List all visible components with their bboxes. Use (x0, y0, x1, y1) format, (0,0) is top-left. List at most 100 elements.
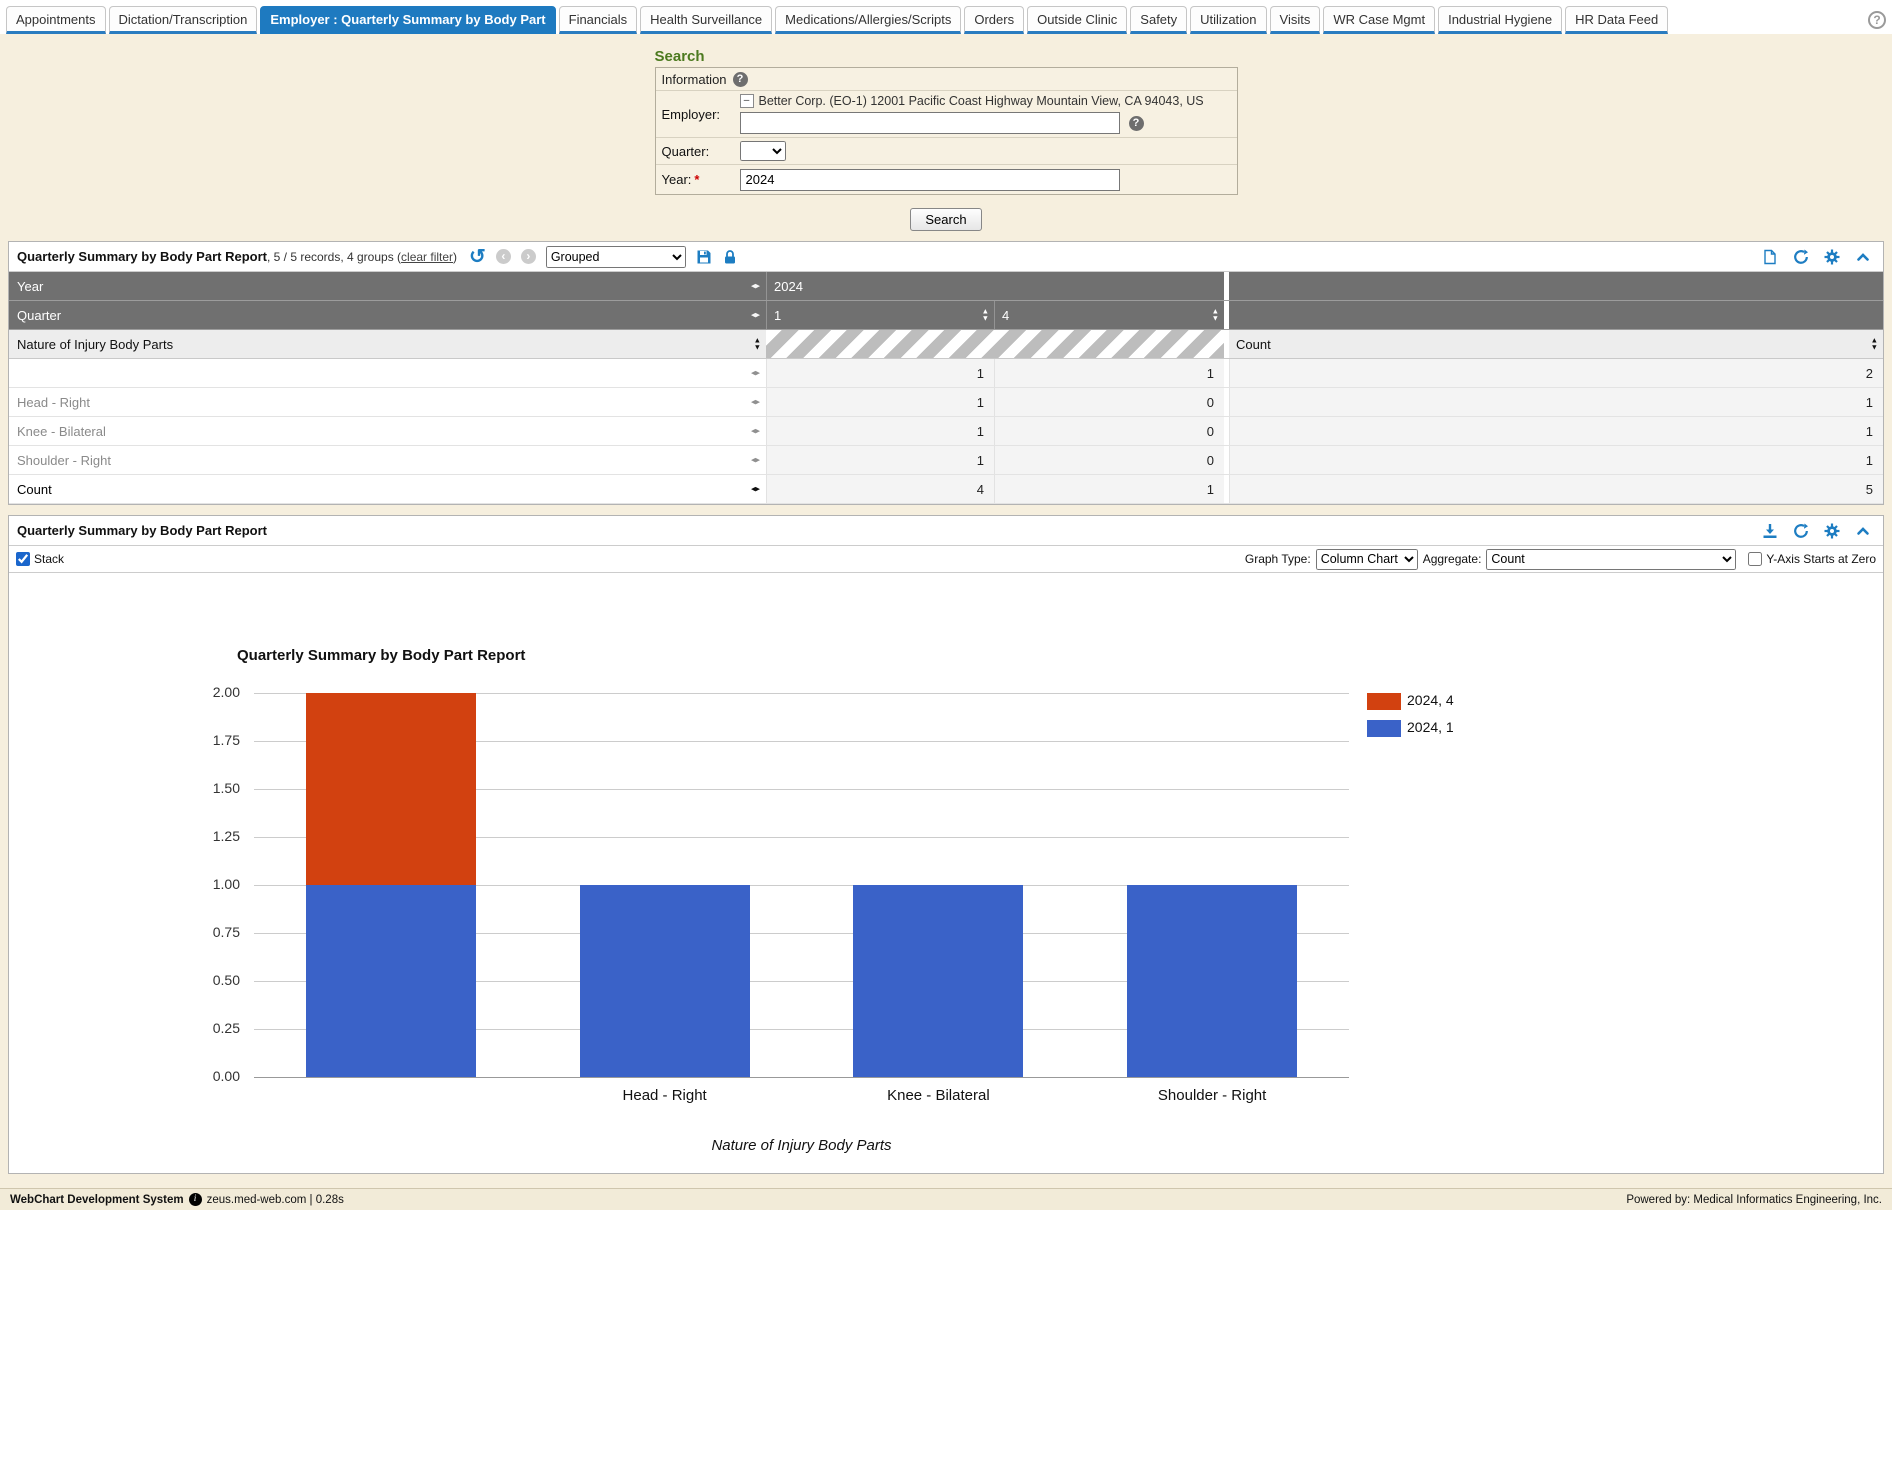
table-row-year: Year ◂▸ 2024 (9, 272, 1883, 301)
table-row[interactable]: Knee - Bilateral ◂▸ 1 0 1 (9, 417, 1883, 446)
total-label: Count (17, 482, 52, 497)
resize-handle-icon[interactable]: ◂▸ (751, 484, 760, 495)
tab-orders[interactable]: Orders (964, 6, 1024, 34)
tab-utilization[interactable]: Utilization (1190, 6, 1266, 34)
collapse-panel-icon[interactable] (1855, 523, 1871, 539)
table-row[interactable]: Head - Right ◂▸ 1 0 1 (9, 388, 1883, 417)
sort-icon[interactable]: ▲▼ (754, 338, 761, 351)
settings-gear-icon[interactable] (1824, 523, 1840, 539)
tab-visits[interactable]: Visits (1270, 6, 1321, 34)
tab-industrial-hygiene[interactable]: Industrial Hygiene (1438, 6, 1562, 34)
history-forward-icon: › (521, 249, 536, 264)
year-empty-cell (1229, 272, 1883, 300)
q1-value-cell: 1 (766, 359, 994, 387)
aggregate-label: Aggregate: (1423, 552, 1482, 566)
quarter-1-cell[interactable]: 1 ▲▼ (766, 301, 994, 329)
body-part-label: Head - Right (17, 395, 90, 410)
chart-bar (1127, 885, 1297, 1077)
q4-total-cell: 1 (994, 475, 1224, 503)
tab-outside-clinic[interactable]: Outside Clinic (1027, 6, 1127, 34)
refresh-icon[interactable] (1793, 523, 1809, 539)
resize-handle-icon[interactable]: ◂▸ (751, 368, 760, 379)
y-tick-label: 1.00 (178, 876, 240, 892)
tab-health-surveillance[interactable]: Health Surveillance (640, 6, 772, 34)
information-help-icon[interactable]: ? (733, 72, 748, 87)
quarter-row: Quarter: (656, 138, 1237, 165)
body-part-label-cell: Head - Right ◂▸ (9, 388, 766, 416)
tab-financials[interactable]: Financials (559, 6, 638, 34)
clear-filter-link[interactable]: clear filter (401, 250, 453, 264)
settings-gear-icon[interactable] (1824, 249, 1840, 265)
aggregate-select[interactable]: Count (1486, 549, 1736, 570)
report-table: Year ◂▸ 2024 Quarter ◂▸ 1 (9, 272, 1883, 504)
x-axis-line (254, 1077, 1349, 1078)
tab-employer-quarterly-summary-by-body-part[interactable]: Employer : Quarterly Summary by Body Par… (260, 6, 555, 34)
table-row-quarter: Quarter ◂▸ 1 ▲▼ 4 ▲▼ (9, 301, 1883, 330)
stack-checkbox[interactable] (16, 552, 30, 566)
y-tick-label: 1.75 (178, 732, 240, 748)
quarter-header-cell[interactable]: Quarter ◂▸ (9, 301, 766, 329)
year-header-cell[interactable]: Year ◂▸ (9, 272, 766, 300)
table-row[interactable]: ◂▸ 1 1 2 (9, 359, 1883, 388)
resize-handle-icon[interactable]: ◂▸ (751, 455, 760, 466)
y-axis-zero-checkbox[interactable] (1748, 552, 1762, 566)
chart-panel-title: Quarterly Summary by Body Part Report (17, 523, 267, 538)
year-label-text: Year: (662, 172, 692, 187)
resize-handle-icon[interactable]: ◂▸ (751, 281, 760, 292)
required-asterisk: * (694, 172, 699, 187)
sort-icon[interactable]: ▲▼ (1212, 309, 1219, 322)
graph-type-select[interactable]: Column Chart (1316, 549, 1418, 570)
new-document-icon[interactable] (1762, 249, 1778, 265)
tab-hr-data-feed[interactable]: HR Data Feed (1565, 6, 1668, 34)
stack-toggle[interactable]: Stack (16, 552, 64, 566)
body-part-label-cell: ◂▸ (9, 359, 766, 387)
y-tick-label: 2.00 (178, 684, 240, 700)
resize-handle-icon[interactable]: ◂▸ (751, 426, 760, 437)
y-axis-zero-toggle[interactable]: Y-Axis Starts at Zero (1748, 552, 1876, 566)
table-row-body-parts-header: Nature of Injury Body Parts ▲▼ Count ▲▼ (9, 330, 1883, 359)
table-row[interactable]: Shoulder - Right ◂▸ 1 0 1 (9, 446, 1883, 475)
collapse-panel-icon[interactable] (1855, 249, 1871, 265)
quarter-4-cell[interactable]: 4 ▲▼ (994, 301, 1224, 329)
chart-bar (580, 885, 750, 1077)
quarter-label: Quarter: (656, 138, 734, 164)
employer-collapse-toggle[interactable]: – (740, 94, 754, 108)
year-label: Year: * (656, 165, 734, 194)
sort-icon[interactable]: ▲▼ (982, 309, 989, 322)
tab-dictation-transcription[interactable]: Dictation/Transcription (109, 6, 258, 34)
q1-value-cell: 1 (766, 388, 994, 416)
tab-medications-allergies-scripts[interactable]: Medications/Allergies/Scripts (775, 6, 961, 34)
body-part-label-cell: Knee - Bilateral ◂▸ (9, 417, 766, 445)
chart-panel: Quarterly Summary by Body Part Report St… (8, 515, 1884, 1174)
count-header-cell[interactable]: Count ▲▼ (1229, 330, 1883, 358)
sort-icon[interactable]: ▲▼ (1871, 338, 1878, 351)
resize-handle-icon[interactable]: ◂▸ (751, 397, 760, 408)
quarter-select[interactable] (740, 141, 786, 161)
footer: WebChart Development System i zeus.med-w… (0, 1188, 1892, 1210)
employer-help-icon[interactable]: ? (1129, 116, 1144, 131)
download-icon[interactable] (1762, 523, 1778, 539)
employer-search-input[interactable] (740, 112, 1120, 134)
chart-title: Quarterly Summary by Body Part Report (237, 647, 525, 664)
save-icon[interactable] (696, 249, 712, 265)
tab-appointments[interactable]: Appointments (6, 6, 106, 34)
tab-wr-case-mgmt[interactable]: WR Case Mgmt (1323, 6, 1435, 34)
grouped-select[interactable]: Grouped (546, 246, 686, 268)
report-panel-title: Quarterly Summary by Body Part Report (17, 249, 267, 264)
report-meta-suffix: ) (453, 250, 457, 264)
q1-total-cell: 4 (766, 475, 994, 503)
resize-handle-icon[interactable]: ◂▸ (751, 310, 760, 321)
undo-icon[interactable]: ↺ (469, 248, 486, 266)
help-icon[interactable]: ? (1868, 11, 1886, 29)
page: AppointmentsDictation/TranscriptionEmplo… (0, 0, 1892, 1210)
tab-safety[interactable]: Safety (1130, 6, 1187, 34)
year-input[interactable] (740, 169, 1120, 191)
lock-icon[interactable] (722, 249, 738, 265)
body-parts-header-cell[interactable]: Nature of Injury Body Parts ▲▼ (9, 330, 766, 358)
search-button[interactable]: Search (910, 208, 981, 231)
employer-label: Employer: (656, 91, 734, 137)
body-part-label-cell: Shoulder - Right ◂▸ (9, 446, 766, 474)
chart-bar (853, 885, 1023, 1077)
body-part-label: Shoulder - Right (17, 453, 111, 468)
refresh-icon[interactable] (1793, 249, 1809, 265)
